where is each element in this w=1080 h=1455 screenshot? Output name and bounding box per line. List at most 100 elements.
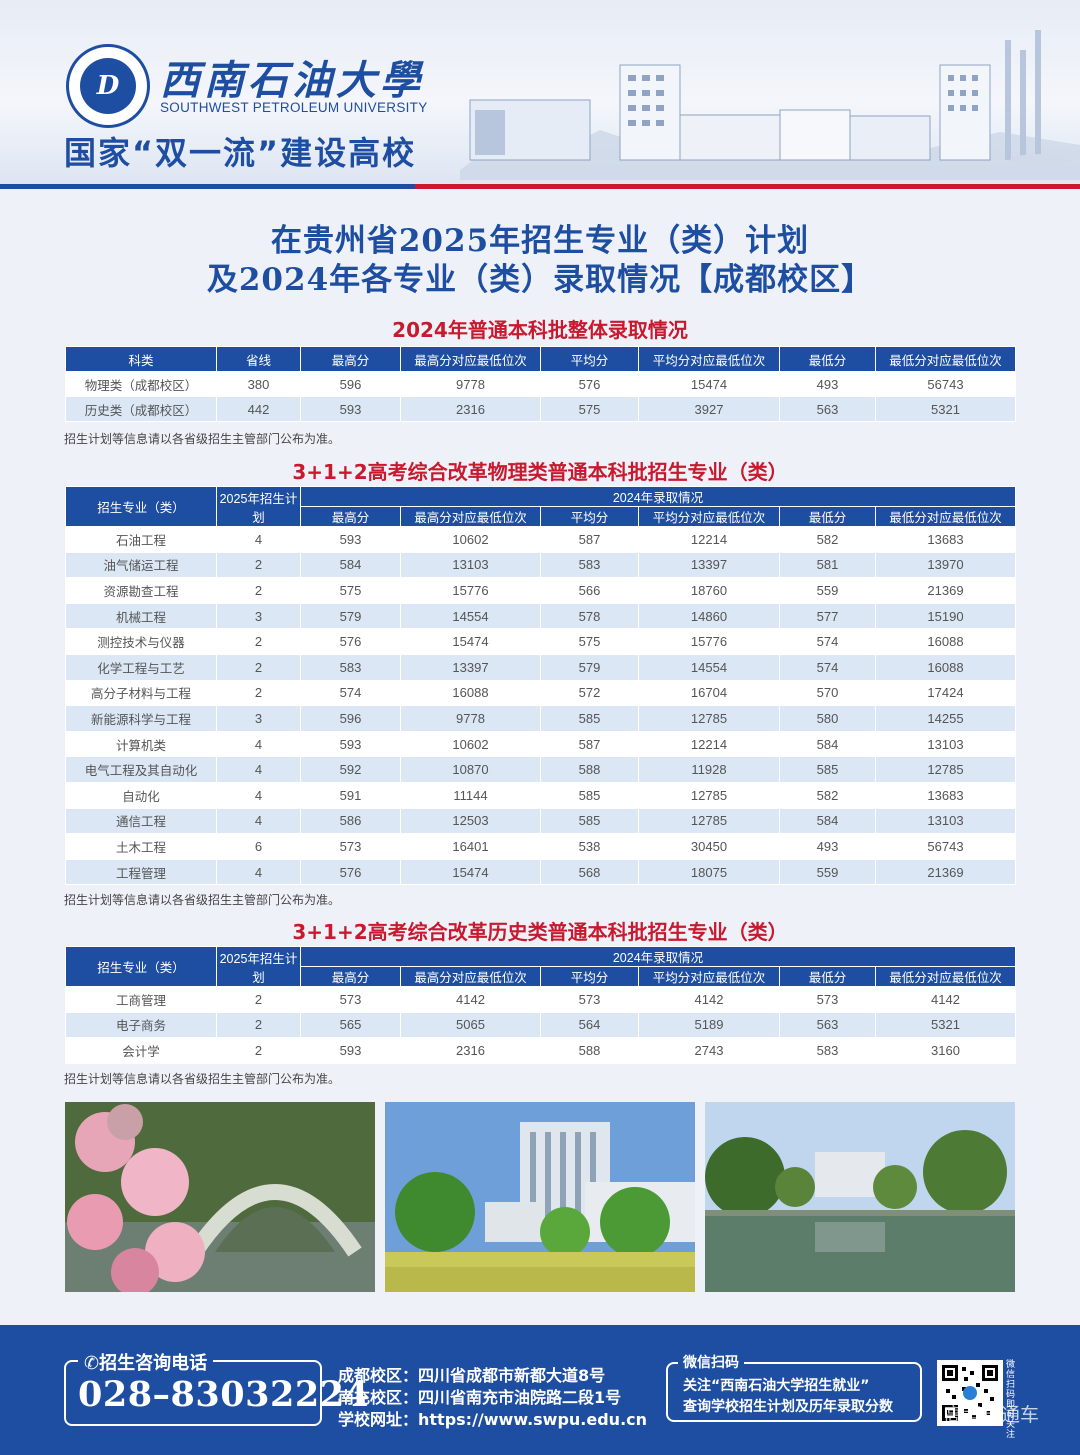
value-cell: 11928 (638, 756, 780, 783)
column-header: 平均分对应最低位次 (638, 506, 780, 527)
value-cell: 576 (300, 858, 401, 886)
value-cell: 9778 (400, 705, 541, 732)
table-row: 计算机类 4 593 10602 587 12214 584 13103 (65, 730, 1016, 758)
physics-section-title: 3+1+2高考综合改革物理类普通本科批招生专业（类） (292, 460, 788, 484)
value-cell: 575 (300, 577, 401, 604)
header-major: 招生专业（类） (65, 486, 217, 527)
value-cell: 14860 (638, 602, 780, 630)
page-title-line1: 在贵州省2025年招生专业（类）计划 (270, 223, 810, 259)
value-cell: 9778 (400, 371, 541, 397)
major-name-cell: 工程管理 (65, 858, 217, 886)
value-cell: 12785 (638, 705, 780, 732)
value-cell: 5321 (875, 396, 1016, 422)
column-header: 最高分 (300, 346, 401, 372)
value-cell: 593 (300, 396, 401, 422)
header-plan: 2025年招生计划 (216, 946, 301, 987)
value-cell: 585 (540, 705, 639, 732)
value-cell: 3927 (638, 396, 780, 422)
physics-majors-table: 招生专业（类） 2025年招生计划 2024年录取情况 最高分 最高分对应最低位次… (65, 486, 1016, 886)
value-cell: 574 (300, 679, 401, 707)
column-header: 平均分 (540, 346, 639, 372)
value-cell: 16088 (875, 653, 1016, 681)
value-cell: 11144 (400, 781, 541, 809)
table-row: 高分子材料与工程 2 574 16088 572 16704 570 17424 (65, 679, 1016, 707)
plan-cell: 4 (216, 807, 301, 835)
value-cell: 580 (779, 705, 876, 732)
major-name-cell: 计算机类 (65, 730, 217, 758)
column-header: 平均分 (540, 966, 639, 987)
column-header: 最低分 (779, 346, 876, 372)
address-nanchong: 南充校区：四川省南充市油院路二段1号 (338, 1388, 622, 1407)
value-cell: 17424 (875, 679, 1016, 707)
major-name-cell: 石油工程 (65, 526, 217, 553)
plan-cell: 2 (216, 628, 301, 655)
value-cell: 585 (540, 807, 639, 835)
value-cell: 10602 (400, 730, 541, 758)
value-cell: 13970 (875, 551, 1016, 579)
column-header: 省线 (216, 346, 301, 372)
major-name-cell: 新能源科学与工程 (65, 705, 217, 732)
value-cell: 10602 (400, 526, 541, 553)
major-name-cell: 通信工程 (65, 807, 217, 835)
value-cell: 593 (300, 1037, 401, 1064)
table-row: 通信工程 4 586 12503 585 12785 584 13103 (65, 807, 1016, 835)
footer (0, 1325, 1080, 1455)
website-link[interactable]: 学校网址：https://www.swpu.edu.cn (338, 1410, 648, 1429)
value-cell: 579 (300, 602, 401, 630)
value-cell: 14255 (875, 705, 1016, 732)
value-cell: 12503 (400, 807, 541, 835)
value-cell: 573 (300, 833, 401, 860)
value-cell: 13103 (400, 551, 541, 579)
value-cell: 2316 (400, 1037, 541, 1064)
phone-number[interactable]: 028–83032224 (78, 1374, 370, 1415)
column-header: 平均分 (540, 506, 639, 527)
value-cell: 574 (779, 653, 876, 681)
value-cell: 13103 (875, 807, 1016, 835)
value-cell: 15474 (400, 858, 541, 886)
major-name-cell: 电子商务 (65, 1011, 217, 1039)
wechat-line2: 查询学校招生计划及历年录取分数 (683, 1399, 893, 1415)
value-cell: 21369 (875, 577, 1016, 604)
value-cell: 587 (540, 730, 639, 758)
value-cell: 13397 (638, 551, 780, 579)
value-cell: 578 (540, 602, 639, 630)
table-subheader-row: 最高分 最高分对应最低位次 平均分 平均分对应最低位次 最低分 最低分对应最低位次 (66, 966, 1016, 987)
value-cell: 15474 (400, 628, 541, 655)
table-row: 自动化 4 591 11144 585 12785 582 13683 (65, 781, 1016, 809)
value-cell: 18760 (638, 577, 780, 604)
value-cell: 18075 (638, 858, 780, 886)
plan-cell: 4 (216, 781, 301, 809)
value-cell: 582 (779, 781, 876, 809)
value-cell: 596 (300, 371, 401, 397)
university-name-en: SOUTHWEST PETROLEUM UNIVERSITY (160, 100, 428, 115)
value-cell: 573 (540, 986, 639, 1013)
major-name-cell: 资源勘查工程 (65, 577, 217, 604)
campus-photo-building (385, 1102, 695, 1292)
slogan: 国家“双一流”建设高校 (64, 134, 417, 172)
value-cell: 16704 (638, 679, 780, 707)
campus-photo-bridge (65, 1102, 375, 1292)
plan-cell: 2 (216, 551, 301, 579)
qr-code[interactable] (937, 1360, 1003, 1426)
value-cell: 559 (779, 858, 876, 886)
value-cell: 5321 (875, 1011, 1016, 1039)
major-name-cell: 机械工程 (65, 602, 217, 630)
history-majors-table: 招生专业（类） 2025年招生计划 2024年录取情况 最高分 最高分对应最低位次… (65, 946, 1016, 1064)
plan-cell: 2 (216, 577, 301, 604)
table-row: 化学工程与工艺 2 583 13397 579 14554 574 16088 (65, 653, 1016, 681)
column-header: 最低分 (779, 966, 876, 987)
university-name-cn: 西南石油大學 (160, 57, 424, 104)
history-section-title: 3+1+2高考综合改革历史类普通本科批招生专业（类） (292, 920, 788, 944)
physics-note: 招生计划等信息请以各省级招生主管部门公布为准。 (64, 893, 341, 907)
table-row: 石油工程 4 593 10602 587 12214 582 13683 (65, 526, 1016, 553)
value-cell: 13397 (400, 653, 541, 681)
value-cell: 442 (216, 396, 301, 422)
major-name-cell: 土木工程 (65, 833, 217, 860)
university-logo: D (66, 44, 150, 128)
wechat-line1: 关注“西南石油大学招生就业” (683, 1378, 870, 1394)
value-cell: 576 (300, 628, 401, 655)
value-cell: 13683 (875, 781, 1016, 809)
value-cell: 4142 (875, 986, 1016, 1013)
value-cell: 568 (540, 858, 639, 886)
value-cell: 21369 (875, 858, 1016, 886)
